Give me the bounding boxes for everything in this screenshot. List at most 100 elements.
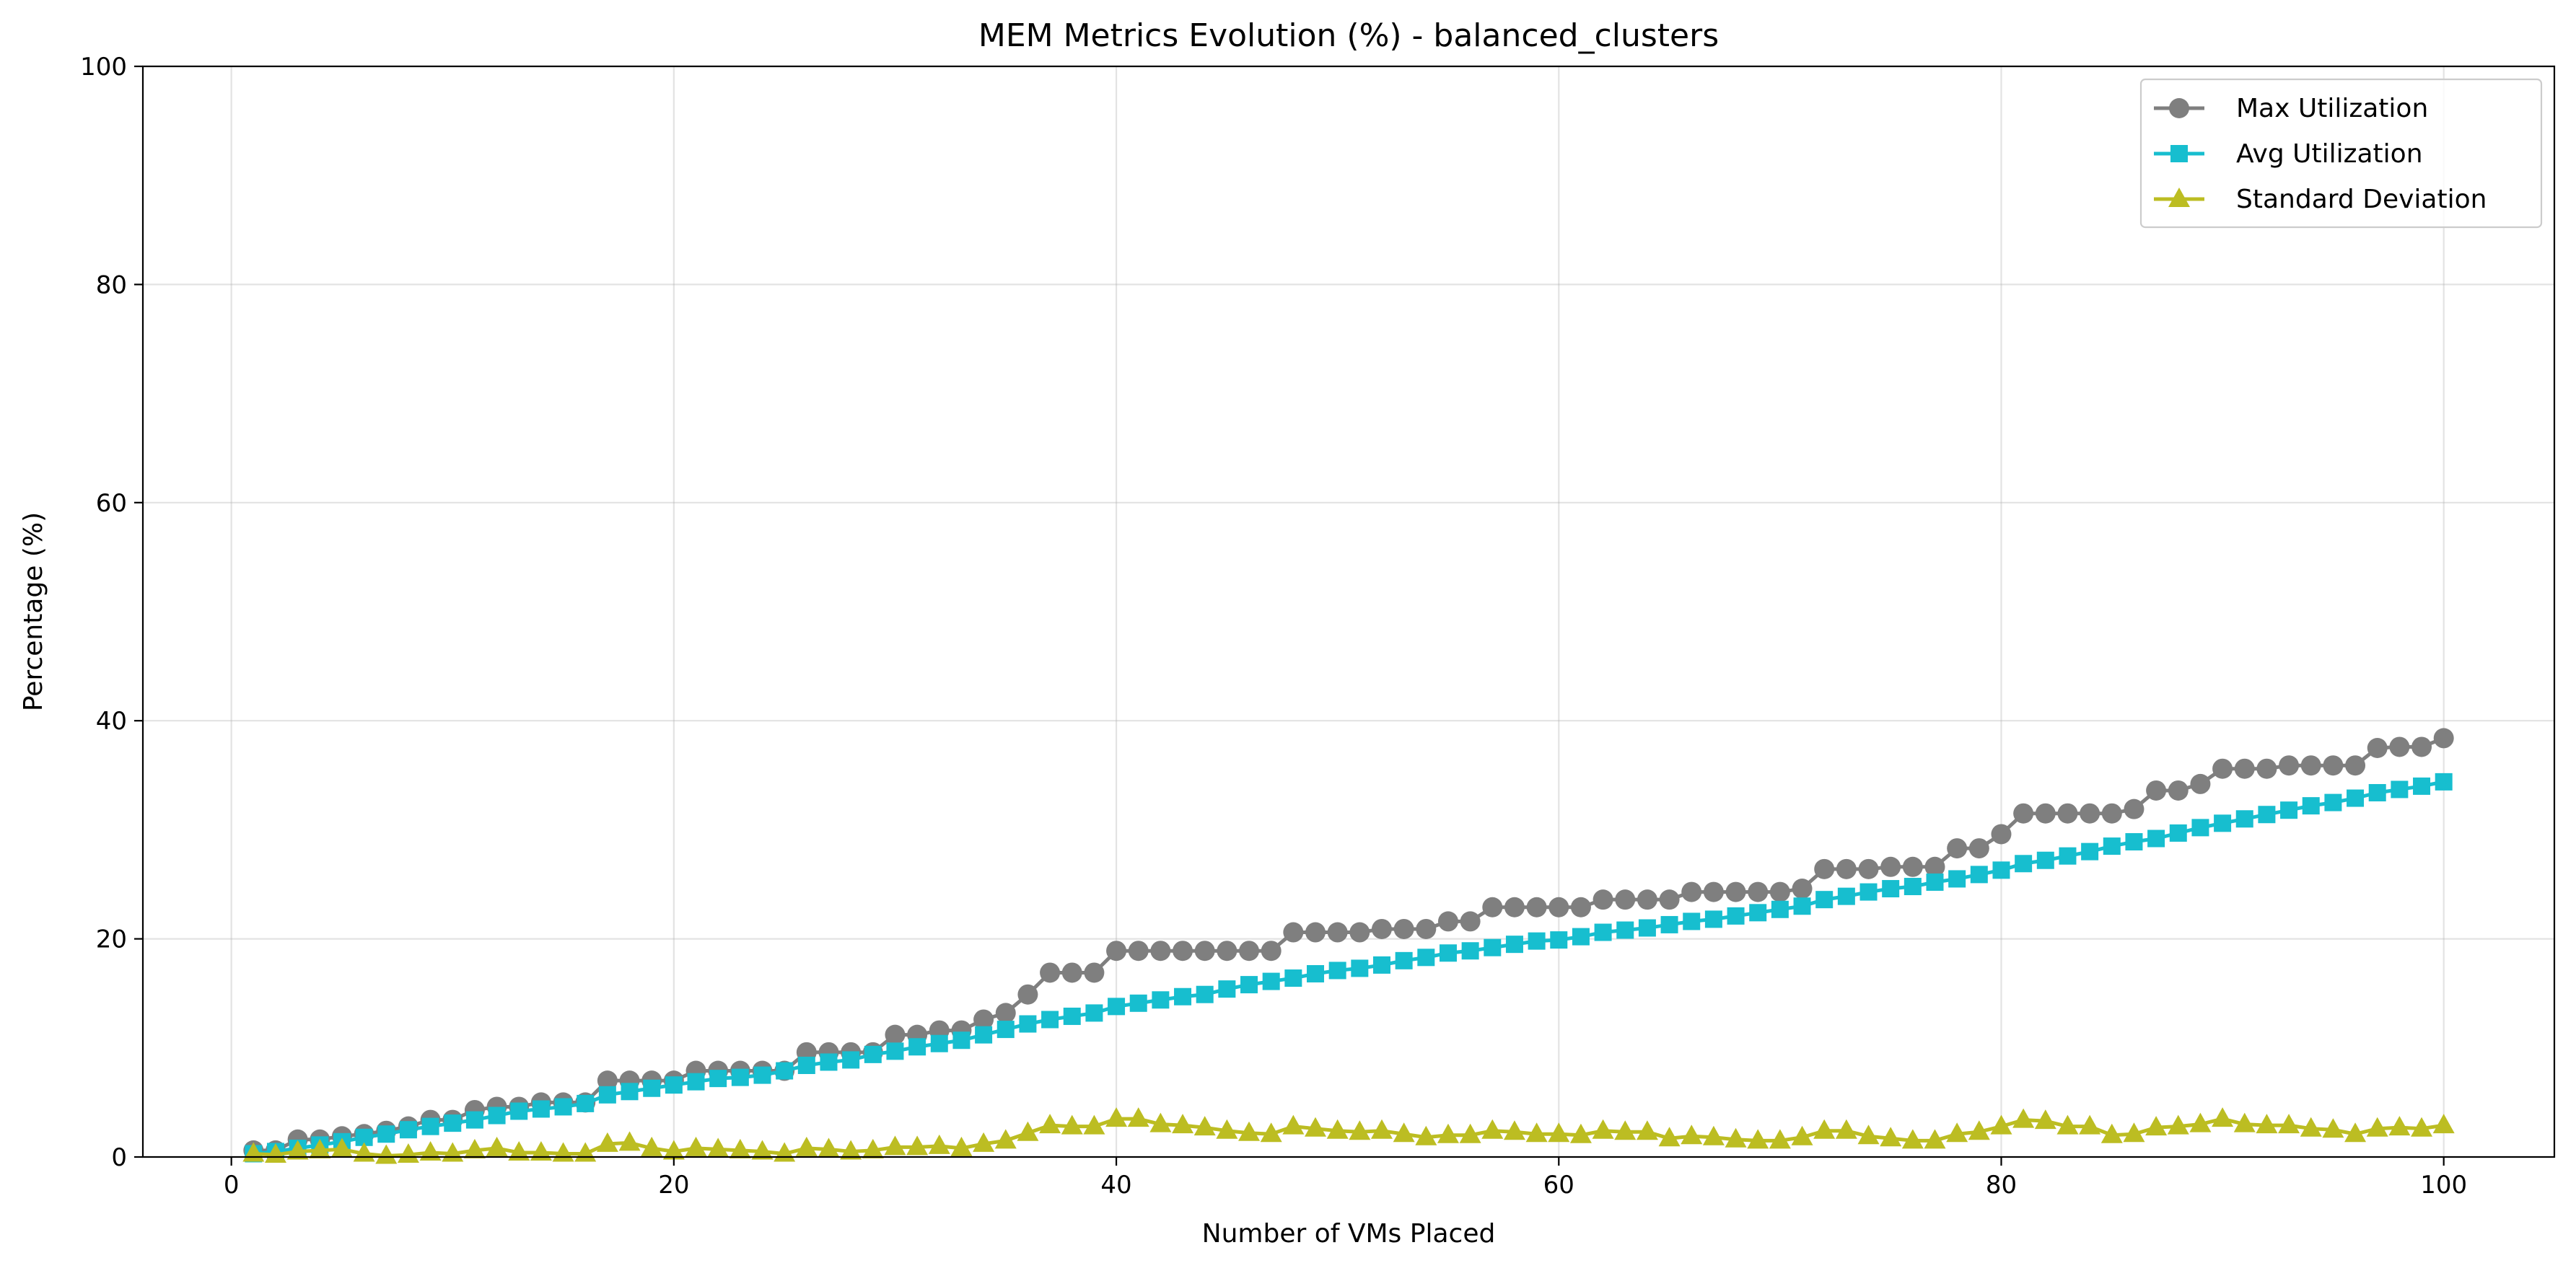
max-utilization-point — [973, 1009, 994, 1030]
standard-deviation-point — [1658, 1127, 1681, 1147]
avg-utilization-point — [975, 1026, 993, 1044]
standard-deviation-point — [862, 1138, 884, 1158]
max-utilization-point — [1570, 897, 1591, 918]
max-utilization-point — [1194, 941, 1215, 962]
max-utilization-point — [1924, 856, 1945, 877]
avg-utilization-point — [731, 1068, 749, 1086]
standard-deviation-point — [1569, 1123, 1592, 1143]
max-utilization-point — [2013, 803, 2034, 824]
y-axis-title: Percentage (%) — [19, 512, 48, 711]
avg-utilization-point — [665, 1076, 683, 1094]
max-utilization-point — [2323, 755, 2344, 776]
standard-deviation-point — [1105, 1107, 1128, 1127]
avg-utilization-point — [2169, 824, 2187, 842]
avg-utilization-point — [820, 1053, 838, 1071]
max-utilization-point — [2300, 755, 2321, 776]
standard-deviation-point — [1415, 1125, 1437, 1145]
max-utilization-point — [1593, 889, 1613, 910]
standard-deviation-point — [2322, 1118, 2344, 1138]
avg-utilization-point — [996, 1021, 1015, 1039]
x-tick-label: 60 — [1543, 1171, 1574, 1200]
max-utilization-point — [2124, 798, 2145, 819]
avg-utilization-point — [1882, 880, 1900, 898]
legend: Max Utilization Avg Utilization Standard D… — [2139, 78, 2543, 229]
standard-deviation-point — [795, 1136, 818, 1156]
avg-utilization-point — [1683, 912, 1701, 930]
standard-deviation-point — [840, 1140, 862, 1160]
standard-deviation-point — [2344, 1122, 2367, 1143]
max-utilization-point — [1017, 984, 1038, 1005]
avg-utilization-point — [421, 1117, 439, 1135]
avg-utilization-point — [1484, 938, 1502, 956]
standard-deviation-point — [286, 1140, 309, 1160]
standard-deviation-point — [2278, 1114, 2300, 1134]
avg-utilization-point — [1771, 900, 1789, 918]
standard-deviation-point — [641, 1136, 663, 1156]
avg-utilization-point — [377, 1125, 395, 1143]
y-tick-label: 40 — [96, 707, 127, 736]
standard-deviation-point — [2034, 1109, 2056, 1130]
standard-deviation-point — [1459, 1123, 1481, 1143]
max-utilization-point — [2057, 803, 2078, 824]
standard-deviation-point — [1172, 1114, 1194, 1134]
max-utilization-point — [1615, 889, 1636, 910]
avg-utilization-point — [465, 1111, 483, 1129]
max-utilization-point — [1814, 858, 1835, 879]
max-utilization-point — [1150, 941, 1171, 962]
max-utilization-point — [885, 1024, 906, 1045]
legend-label-avg-utilization: Avg Utilization — [2236, 139, 2423, 169]
avg-utilization-point — [1859, 883, 1878, 901]
standard-deviation-point — [1437, 1123, 1459, 1143]
legend-marker-max-utilization — [2169, 98, 2189, 118]
standard-deviation-point — [994, 1129, 1017, 1149]
standard-deviation-point — [2056, 1114, 2079, 1135]
max-utilization-point — [2146, 780, 2167, 801]
standard-deviation-point — [2189, 1112, 2212, 1132]
avg-utilization-point — [2391, 780, 2409, 798]
standard-deviation-point — [486, 1136, 508, 1156]
standard-deviation-point — [2123, 1122, 2145, 1143]
avg-utilization-point — [952, 1031, 971, 1050]
avg-utilization-point — [2413, 777, 2431, 795]
standard-deviation-point — [973, 1132, 995, 1152]
legend-frame — [2139, 78, 2543, 229]
standard-deviation-point — [419, 1140, 442, 1161]
avg-utilization-point — [1837, 887, 1855, 905]
avg-utilization-point — [510, 1102, 528, 1120]
max-utilization-point — [1968, 838, 1989, 859]
axis-ticks: 0 20 40 60 80 100 0 20 40 60 80 100 — [80, 53, 2467, 1200]
standard-deviation-point — [1017, 1121, 1039, 1141]
avg-utilization-point — [908, 1038, 926, 1056]
avg-utilization-point — [1085, 1004, 1103, 1022]
avg-utilization-point — [930, 1034, 948, 1052]
standard-deviation-point — [1326, 1119, 1349, 1139]
max-utilization-point — [1902, 856, 1923, 877]
standard-deviation-point — [1260, 1122, 1282, 1143]
avg-utilization-point — [1439, 944, 1457, 962]
standard-deviation-point — [1946, 1122, 1968, 1143]
avg-utilization-point — [1461, 942, 1479, 960]
series-standard-deviation — [242, 1107, 2455, 1164]
avg-utilization-point — [2368, 783, 2386, 801]
y-tick-label: 20 — [96, 925, 127, 954]
avg-utilization-point — [1152, 991, 1170, 1009]
x-tick-label: 0 — [224, 1171, 240, 1200]
standard-deviation-point — [1769, 1129, 1791, 1149]
standard-deviation-point — [751, 1140, 774, 1160]
avg-utilization-point — [1417, 949, 1435, 967]
standard-deviation-point — [1835, 1119, 1857, 1139]
max-utilization-point — [2389, 736, 2410, 757]
avg-utilization-point — [1262, 972, 1280, 990]
standard-deviation-point — [2212, 1107, 2234, 1127]
max-utilization-point — [1393, 918, 1414, 939]
standard-deviation-point — [2079, 1114, 2101, 1135]
avg-utilization-point — [2191, 819, 2209, 837]
legend-marker-avg-utilization — [2170, 145, 2188, 162]
standard-deviation-point — [1592, 1119, 1614, 1139]
max-utilization-point — [1836, 858, 1857, 879]
avg-utilization-point — [399, 1121, 417, 1139]
standard-deviation-point — [818, 1138, 840, 1158]
standard-deviation-point — [1039, 1114, 1061, 1134]
